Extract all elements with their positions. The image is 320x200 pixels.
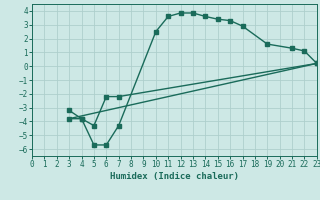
X-axis label: Humidex (Indice chaleur): Humidex (Indice chaleur) bbox=[110, 172, 239, 181]
